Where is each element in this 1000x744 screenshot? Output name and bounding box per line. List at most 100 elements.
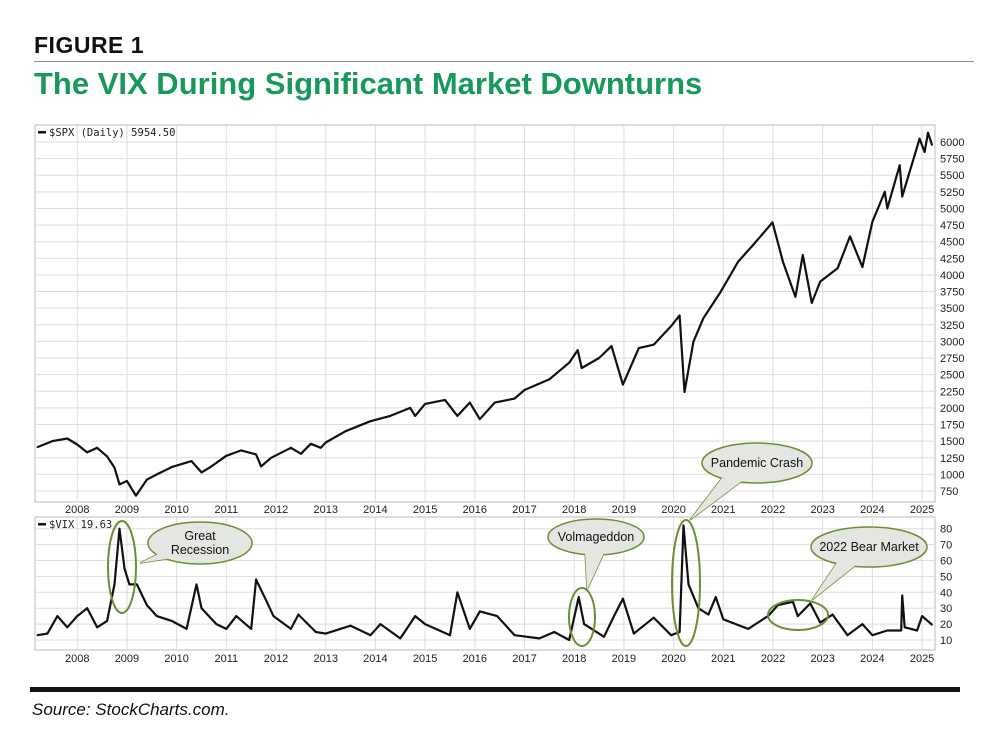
data-point (836, 267, 839, 270)
data-point (272, 615, 275, 618)
data-point (113, 466, 116, 469)
data-point (478, 610, 481, 613)
data-point (123, 567, 126, 570)
y-tick-label: 1000 (940, 469, 964, 481)
x-tick-label: 2010 (164, 504, 188, 516)
data-point (314, 631, 317, 633)
data-point (714, 596, 717, 598)
data-point (409, 407, 412, 409)
callout-text: Pandemic Crash (711, 456, 803, 470)
data-point (240, 449, 243, 452)
highlight-ellipse (671, 519, 701, 647)
data-point (145, 478, 148, 481)
data-point (707, 613, 710, 616)
y-tick-label: 750 (940, 486, 958, 498)
data-point (678, 631, 681, 633)
data-point (36, 634, 39, 637)
source-note: Source: StockCharts.com. (32, 700, 230, 719)
data-point (444, 399, 446, 401)
y-tick-label: 30 (940, 603, 952, 615)
data-point (66, 626, 69, 629)
data-point (682, 524, 685, 527)
data-point (687, 583, 690, 586)
y-tick-label: 4000 (940, 270, 964, 282)
data-point (496, 615, 499, 618)
data-point (918, 137, 921, 140)
data-point (126, 480, 128, 482)
data-point (901, 195, 904, 198)
highlight-ellipse (568, 587, 596, 647)
data-point (96, 626, 99, 629)
data-point (255, 578, 258, 581)
data-point (916, 629, 919, 632)
data-point (683, 391, 686, 393)
x-tick-label: 2023 (810, 653, 834, 665)
data-point (260, 465, 263, 468)
callout-text: 2022 Bear Market (819, 540, 919, 554)
data-point (225, 627, 228, 630)
data-point (513, 397, 516, 400)
data-point (190, 460, 193, 462)
data-point (379, 623, 382, 625)
data-point (809, 602, 812, 605)
callout-bubble (147, 521, 253, 565)
data-point (737, 260, 740, 263)
x-tick-label: 2015 (413, 653, 437, 665)
data-point (170, 620, 173, 622)
data-point (794, 295, 797, 298)
highlight-ellipse (767, 599, 829, 631)
data-point (200, 607, 203, 610)
callout-tail-fill (585, 550, 604, 590)
data-point (145, 604, 148, 606)
x-tick-label: 2016 (463, 504, 487, 516)
x-tick-label: 2020 (661, 504, 685, 516)
data-point (290, 627, 292, 630)
data-point (414, 615, 417, 618)
data-point (752, 244, 755, 246)
data-point (568, 361, 571, 364)
y-tick-label: 10 (940, 635, 952, 647)
data-point (134, 494, 137, 497)
y-tick-label: 5750 (940, 154, 964, 166)
x-tick-label: 2024 (860, 504, 884, 516)
data-point (424, 403, 427, 405)
data-point (270, 456, 272, 459)
x-tick-label: 2011 (215, 504, 239, 516)
data-point (424, 623, 427, 625)
data-point (722, 618, 725, 621)
series-line (37, 524, 933, 642)
y-tick-label: 5000 (940, 203, 964, 215)
callout-tail-fill (690, 478, 742, 520)
data-point (903, 626, 906, 629)
data-point (576, 349, 579, 351)
data-point (290, 446, 292, 449)
x-tick-label: 2020 (661, 653, 685, 665)
y-tick-label: 4500 (940, 237, 964, 249)
x-tick-label: 2016 (463, 653, 487, 665)
y-tick-label: 3750 (940, 287, 964, 299)
data-point (265, 599, 267, 602)
data-point (931, 144, 933, 146)
data-point (678, 314, 681, 317)
x-tick-label: 2023 (810, 504, 834, 516)
top-divider (34, 61, 974, 62)
data-point (210, 465, 213, 468)
data-point (170, 466, 173, 468)
data-point (225, 454, 228, 457)
legend-label: $SPX (Daily) 5954.50 (49, 127, 175, 139)
data-point (598, 357, 600, 359)
data-point (622, 383, 624, 386)
data-point (113, 583, 116, 586)
x-tick-label: 2009 (115, 653, 139, 665)
y-tick-label: 60 (940, 556, 952, 568)
data-point (66, 437, 69, 440)
data-point (200, 471, 203, 474)
x-tick-label: 2017 (512, 653, 536, 665)
data-point (324, 441, 327, 444)
data-point (622, 597, 624, 600)
data-point (782, 260, 784, 263)
data-point (468, 627, 471, 630)
data-point (118, 483, 121, 486)
data-point (389, 414, 392, 417)
